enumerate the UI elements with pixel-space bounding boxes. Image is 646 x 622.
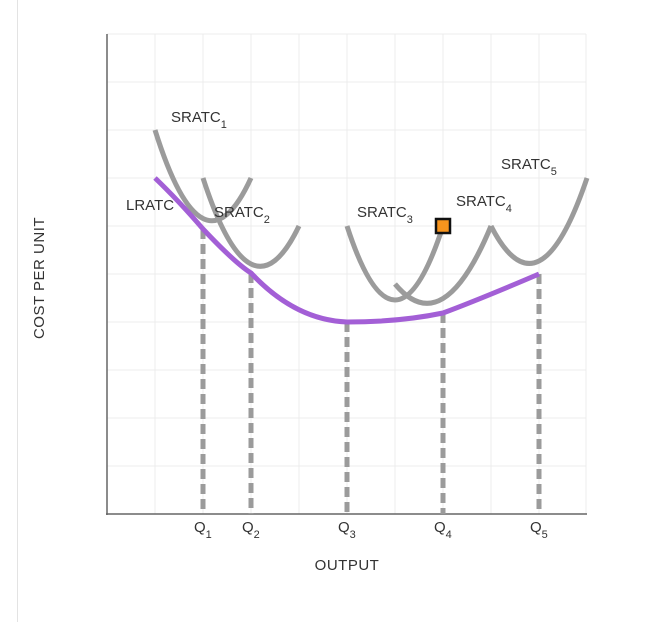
x-axis-title: OUTPUT bbox=[315, 557, 380, 574]
sratc1-curve[interactable] bbox=[152, 129, 254, 224]
q2-label: Q2 bbox=[242, 519, 260, 541]
q5-label: Q5 bbox=[530, 519, 548, 541]
y-axis-title: COST PER UNIT bbox=[31, 217, 48, 339]
sratc3-label: SRATC3 bbox=[357, 204, 413, 226]
sratc5-label: SRATC5 bbox=[501, 156, 557, 178]
lratc-label: LRATC bbox=[126, 197, 174, 214]
sratc3-curve[interactable] bbox=[344, 225, 446, 303]
lratc-curve[interactable] bbox=[153, 176, 540, 325]
sratc1-label: SRATC1 bbox=[171, 109, 227, 131]
q4-label: Q4 bbox=[434, 519, 452, 541]
q3-label: Q3 bbox=[338, 519, 356, 541]
sratc2-label: SRATC2 bbox=[214, 204, 270, 226]
drag-handle[interactable] bbox=[434, 217, 452, 235]
sratc4-curve[interactable] bbox=[393, 225, 494, 306]
q1-label: Q1 bbox=[194, 519, 212, 541]
panel-left-border bbox=[17, 0, 18, 622]
sratc2-curve[interactable] bbox=[200, 177, 302, 269]
sratc4-label: SRATC4 bbox=[456, 193, 512, 215]
sratc5-curve[interactable] bbox=[488, 177, 590, 266]
